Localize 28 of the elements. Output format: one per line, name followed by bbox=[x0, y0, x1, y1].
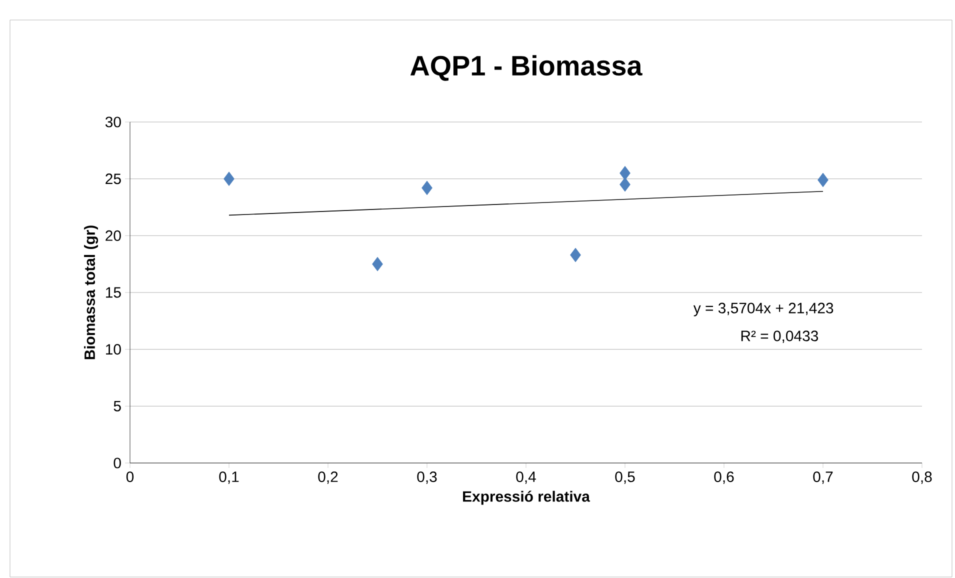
x-tick-label: 0 bbox=[126, 471, 134, 482]
y-tick-label: 25 bbox=[106, 174, 121, 184]
y-tick-label: 5 bbox=[114, 400, 121, 412]
y-tick-label: 0 bbox=[114, 458, 121, 468]
chart-title: AQP1 - Biomassa bbox=[410, 55, 642, 81]
y-tick-label: 10 bbox=[106, 344, 121, 355]
point bbox=[620, 177, 630, 192]
annotation: R² = 0,0433 bbox=[741, 330, 818, 343]
x-tick-label: 0,3 bbox=[417, 471, 437, 484]
x-tick-label: 0,8 bbox=[912, 471, 932, 484]
point bbox=[372, 256, 383, 272]
point bbox=[570, 248, 581, 262]
point bbox=[818, 172, 828, 188]
y-axis-title: Biomassa total (gr) bbox=[84, 226, 98, 360]
x-axis-title: Expressió relativa bbox=[463, 490, 590, 505]
x-tick-label: 0,6 bbox=[714, 471, 734, 484]
annotation: y = 3,5704x + 21,423 bbox=[693, 302, 834, 316]
x-tick-label: 0,7 bbox=[813, 471, 833, 484]
point bbox=[224, 172, 234, 186]
point bbox=[422, 180, 432, 196]
y-tick-label: 20 bbox=[106, 230, 121, 241]
point bbox=[620, 166, 630, 180]
x-tick-label: 0,4 bbox=[516, 471, 536, 484]
y-tick-label: 30 bbox=[105, 116, 121, 128]
y-tick-label: 15 bbox=[106, 287, 121, 298]
x-tick-label: 0,1 bbox=[219, 471, 239, 484]
x-tick-label: 0,2 bbox=[318, 471, 338, 484]
x-tick-label: 0,5 bbox=[615, 471, 635, 484]
